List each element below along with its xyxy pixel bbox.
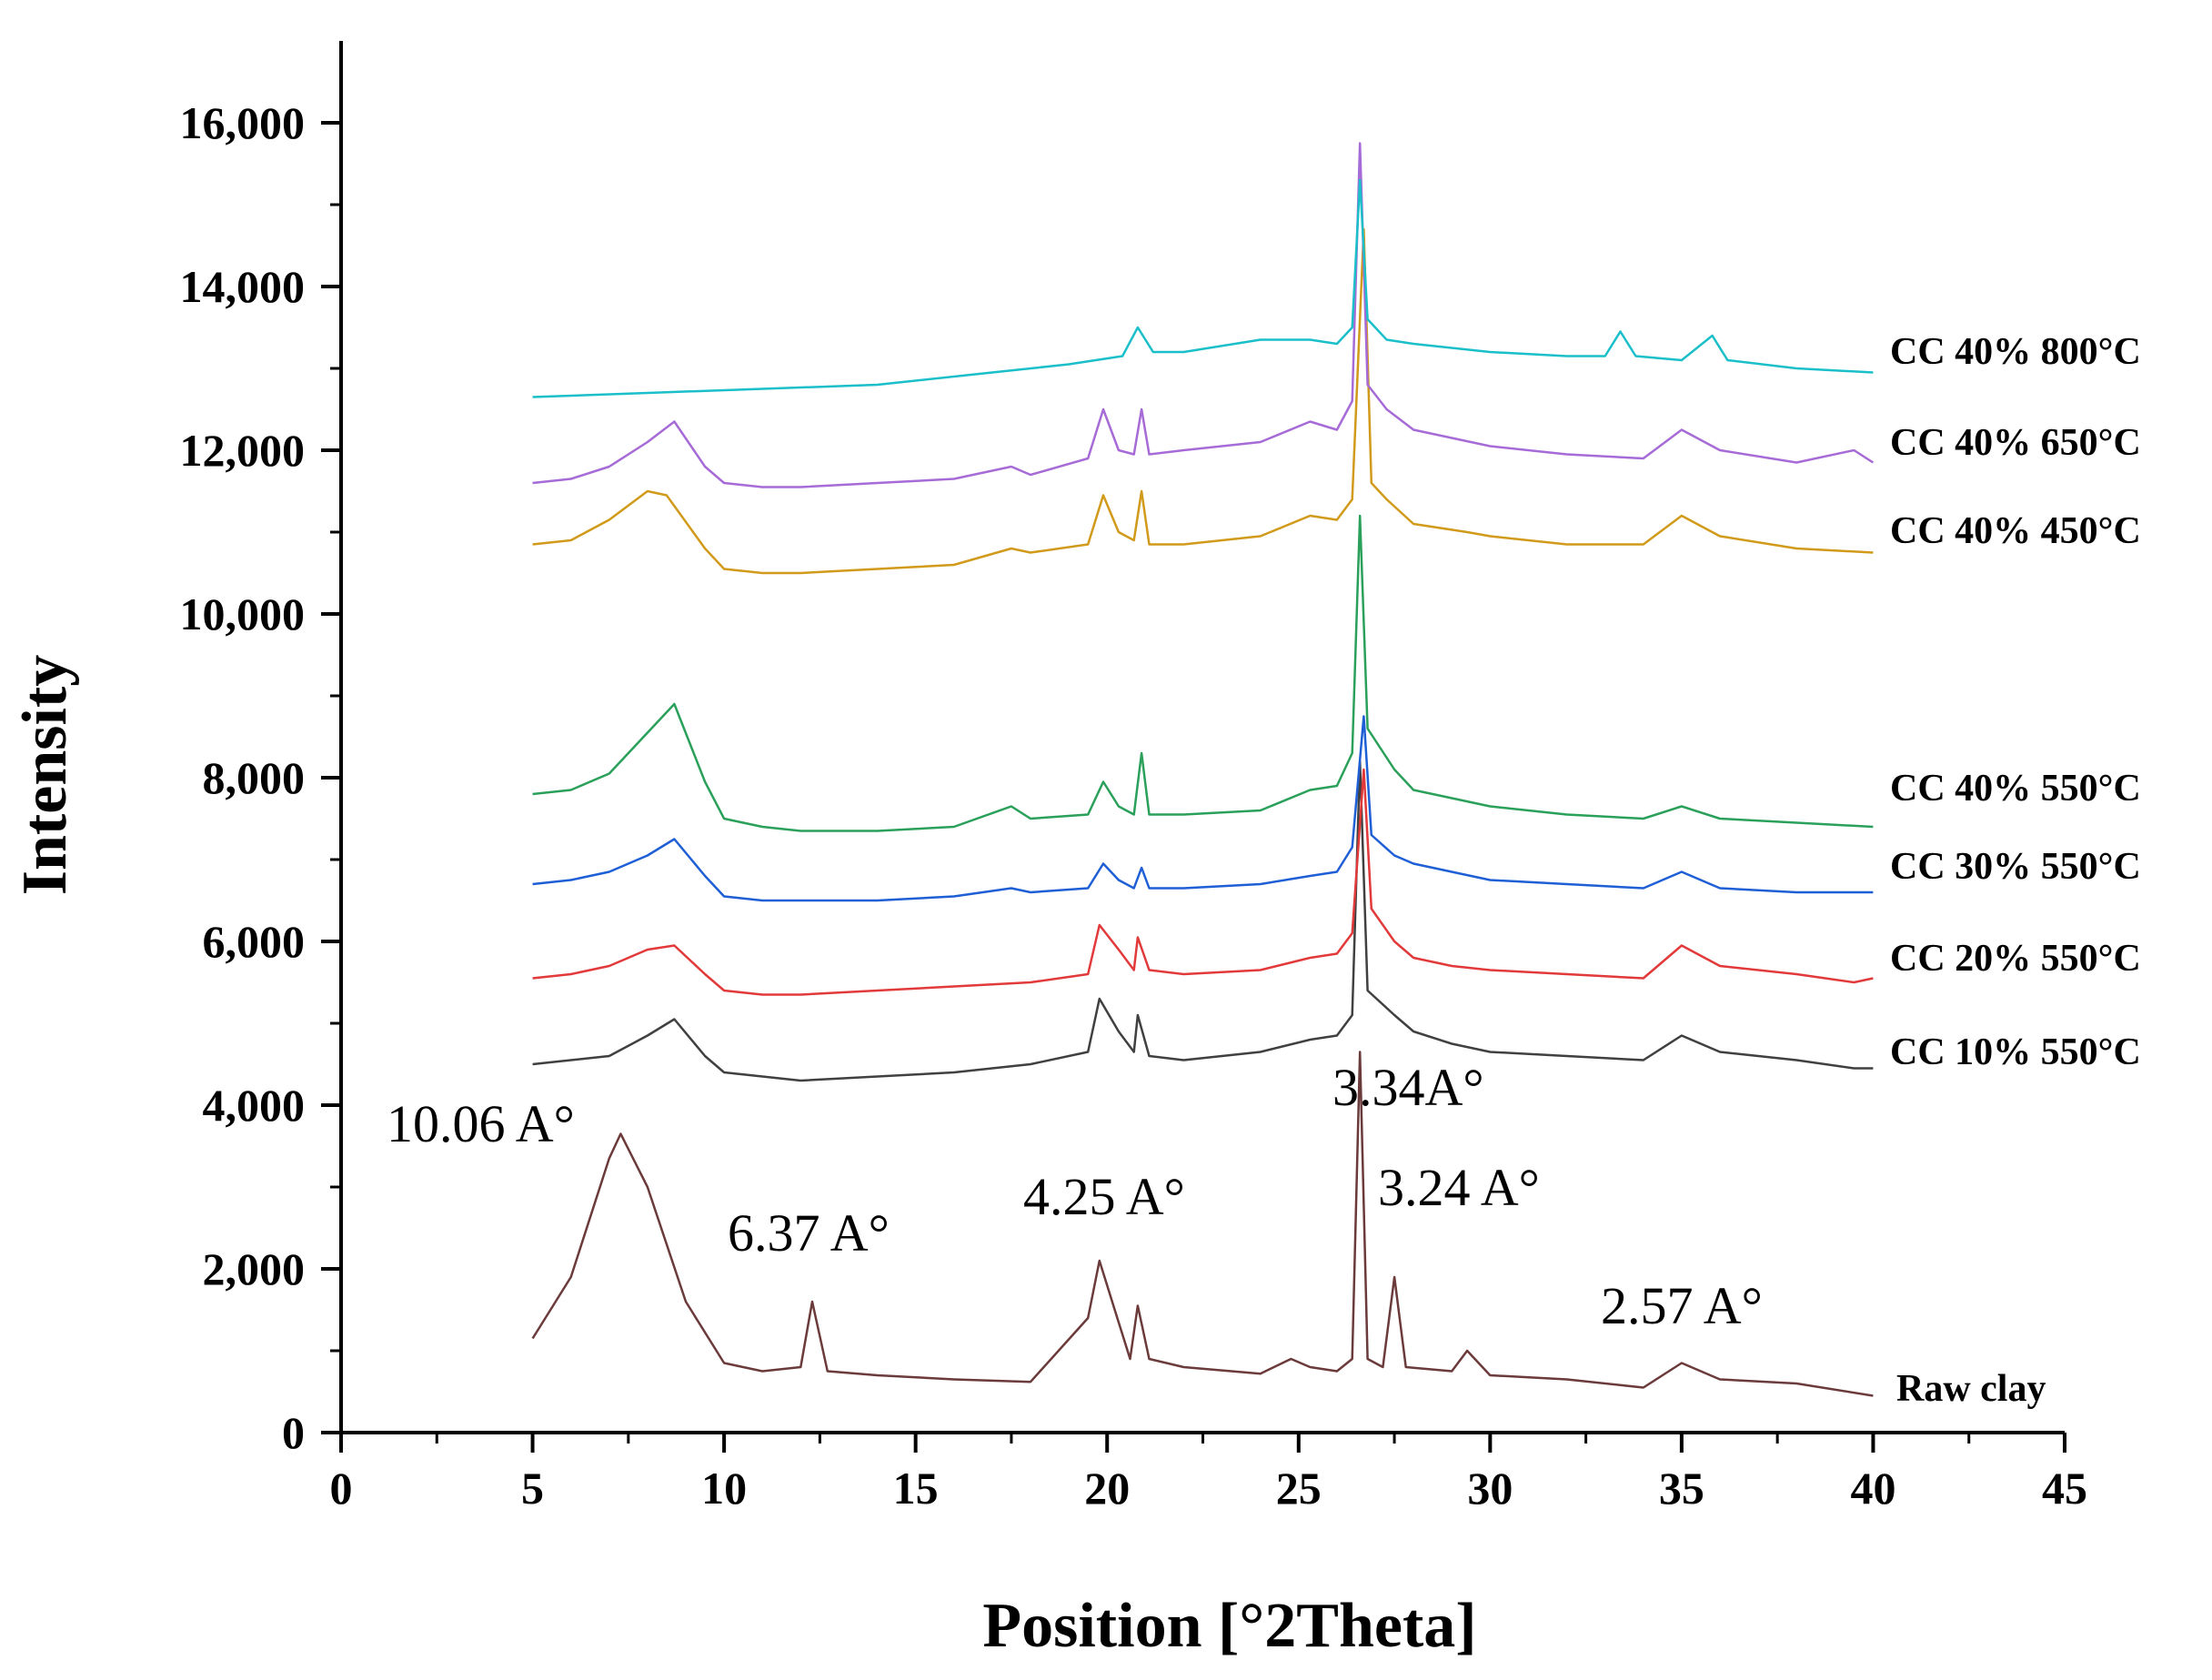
annotation-3-34: 3.34A° <box>1332 1058 1484 1117</box>
x-tick-label: 40 <box>1850 1463 1895 1514</box>
y-tick-label: 16,000 <box>180 97 306 148</box>
x-tick-label: 5 <box>521 1463 544 1514</box>
series-line-cc-40-800-c <box>532 178 1874 398</box>
annotation-2-57: 2.57 A° <box>1601 1276 1763 1335</box>
x-tick-label: 15 <box>893 1463 939 1514</box>
y-tick-label: 14,000 <box>180 261 306 312</box>
x-tick-label: 30 <box>1467 1463 1513 1514</box>
axes <box>321 41 2066 1453</box>
legend-label-cc40-800: CC 40% 800°C <box>1890 331 2141 373</box>
y-tick-label: 6,000 <box>203 916 306 967</box>
x-tick-label: 20 <box>1084 1463 1130 1514</box>
y-tick-label: 2,000 <box>203 1243 306 1294</box>
y-axis-title: Intensity <box>10 655 80 895</box>
series-layer <box>531 142 1875 1397</box>
y-tick-label: 12,000 <box>180 425 306 476</box>
y-tick-label: 0 <box>282 1407 305 1458</box>
x-axis-title: Position [°2Theta] <box>982 1591 1476 1661</box>
y-tick-label: 10,000 <box>180 589 306 639</box>
x-tick-label: 45 <box>2042 1463 2087 1514</box>
legend-label-cc20-550: CC 20% 550°C <box>1890 938 2141 980</box>
series-line-cc-40-450-c <box>532 227 1874 575</box>
annotation-10-06: 10.06 A° <box>387 1094 575 1153</box>
legend-label-cc30-550: CC 30% 550°C <box>1890 846 2141 888</box>
series-line-cc-40-550-c <box>532 514 1874 832</box>
series-line-cc-20-550-c <box>532 768 1874 996</box>
annotation-4-25: 4.25 A° <box>1023 1167 1185 1226</box>
annotation-3-24: 3.24 A° <box>1378 1158 1540 1217</box>
legend-label-cc40-650: CC 40% 650°C <box>1890 422 2141 464</box>
series-line-cc-40-650-c <box>532 142 1875 488</box>
y-tick-label: 4,000 <box>203 1080 306 1131</box>
series-line-cc-30-550-c <box>532 715 1874 902</box>
legend-label-raw-clay: Raw clay <box>1896 1368 2046 1410</box>
legend-label-cc40-450: CC 40% 450°C <box>1890 510 2141 552</box>
x-tick-label: 10 <box>701 1463 747 1514</box>
series-line-cc-10-550-c <box>532 760 1874 1082</box>
y-tick-label: 8,000 <box>203 752 306 803</box>
x-tick-label: 35 <box>1659 1463 1704 1514</box>
tick-labels: 0 5 10 15 20 25 30 35 40 45 0 2,000 4,000 6,000 8,000 1… <box>180 97 2088 1514</box>
annotation-6-37: 6.37 A° <box>728 1203 890 1263</box>
x-tick-label: 25 <box>1276 1463 1322 1514</box>
x-tick-label: 0 <box>330 1463 353 1514</box>
legend-label-cc40-550: CC 40% 550°C <box>1890 768 2141 810</box>
legend-label-cc10-550: CC 10% 550°C <box>1890 1031 2141 1073</box>
series-line-raw-clay <box>531 1051 1874 1397</box>
